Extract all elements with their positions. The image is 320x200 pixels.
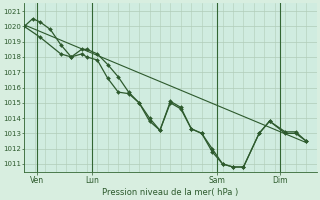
X-axis label: Pression niveau de la mer( hPa ): Pression niveau de la mer( hPa ): [102, 188, 238, 197]
